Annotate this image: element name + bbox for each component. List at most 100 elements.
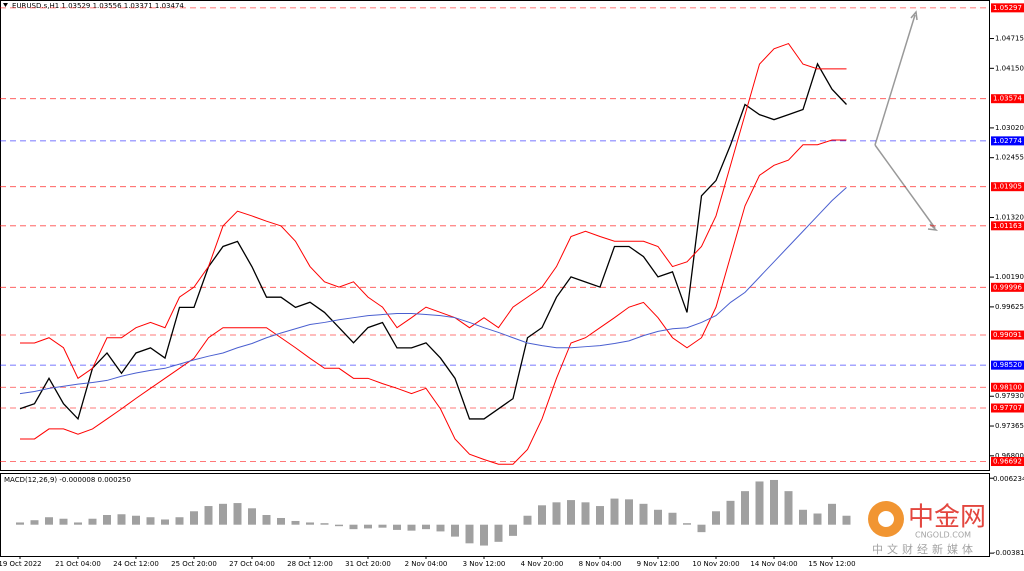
macd-bar (393, 524, 401, 530)
x-tick-label: 14 Nov 04:00 (750, 560, 797, 568)
level-label: 1.03574 (993, 95, 1022, 103)
macd-tick-label: 0.006234 (993, 475, 1024, 483)
x-tick-label: 24 Oct 12:00 (113, 560, 159, 568)
x-tick-label: 8 Nov 04:00 (579, 560, 622, 568)
macd-frame (0, 473, 990, 557)
macd-bar (59, 518, 68, 525)
x-tick-label: 28 Oct 12:00 (287, 560, 333, 568)
macd-bar (567, 500, 575, 525)
macd-bar (828, 503, 836, 525)
x-tick-label: 3 Nov 12:00 (463, 560, 506, 568)
level-tag (991, 382, 1024, 392)
macd-bar (697, 524, 706, 533)
level-tag (991, 136, 1024, 146)
macd-title: MACD(12,26,9) -0.000008 0.000250 (4, 476, 131, 484)
y-tick-label: 0.99625 (995, 303, 1024, 311)
logo-inner (878, 511, 894, 527)
level-label: 0.98100 (993, 383, 1022, 391)
macd-bar (668, 512, 677, 525)
x-tick-label: 25 Oct 20:00 (171, 560, 217, 568)
forecast-arrows (874, 10, 939, 232)
x-tick-label: 31 Oct 20:00 (345, 560, 391, 568)
macd-bar (161, 519, 169, 525)
macd-bar (523, 515, 532, 525)
macd-bar (494, 524, 503, 542)
macd-bar (291, 520, 300, 525)
macd-bar (45, 517, 53, 525)
macd-bar (190, 511, 198, 525)
macd-bar (480, 524, 488, 546)
macd-bar (610, 498, 619, 525)
macd-bar (233, 503, 242, 525)
x-tick-label: 9 Nov 12:00 (637, 560, 680, 568)
level-label: 0.99996 (993, 283, 1022, 291)
level-label: 1.01163 (993, 222, 1022, 230)
macd-bar (422, 524, 430, 530)
macd-bar (712, 511, 720, 525)
y-tick-label: 1.00190 (995, 273, 1024, 281)
level-label: 0.98520 (993, 361, 1022, 369)
macd-bar (842, 515, 851, 525)
macd-bar (625, 499, 633, 525)
series-line (20, 42, 847, 380)
macd-bar (88, 518, 97, 525)
watermark-slogan: 中文财经新媒体 (872, 542, 977, 556)
macd-bar (378, 524, 387, 528)
macd-bar (306, 522, 314, 525)
chart-title: EURUSD.s,H1 1.03529 1.03556 1.03371 1.03… (12, 2, 184, 10)
macd-bar (552, 502, 561, 525)
macd-bar (117, 514, 126, 525)
macd-bar (132, 515, 140, 525)
macd-bar (175, 517, 184, 525)
macd-bar (683, 523, 691, 525)
series-line (20, 139, 847, 465)
macd-bar (436, 524, 445, 532)
macd-bar (364, 524, 372, 529)
watermark: 中金网 CNGOLD.COM 中文财经新媒体 (868, 501, 986, 556)
macd-bar (146, 517, 155, 525)
macd-bar (465, 524, 474, 544)
macd-tick-label: -0.003816 (993, 549, 1024, 557)
level-label: 1.02774 (993, 137, 1022, 145)
macd-bar (16, 522, 24, 525)
watermark-brand: 中金网 (908, 503, 986, 533)
macd-bar (784, 491, 793, 525)
macd-bar (262, 515, 271, 525)
y-tick-label: 1.01320 (995, 214, 1024, 222)
y-tick-label: 0.96800 (995, 452, 1024, 460)
macd-bar (219, 503, 227, 525)
level-label: 0.99091 (993, 331, 1022, 339)
x-tick-label: 27 Oct 04:00 (229, 560, 275, 568)
macd-bar (407, 524, 416, 531)
level-tag (991, 457, 1024, 467)
macd-bar (277, 517, 285, 525)
macd-bar (30, 520, 39, 525)
macd-bar (770, 479, 778, 525)
macd-bar (509, 524, 517, 536)
macd-bar (654, 509, 662, 525)
macd-bar (639, 503, 648, 525)
macd-bar (813, 513, 822, 525)
x-tick-label: 19 Oct 2022 (0, 560, 42, 568)
macd-bar (596, 506, 604, 525)
macd-bar (248, 508, 256, 525)
macd-bar (538, 505, 546, 525)
y-tick-label: 1.04715 (995, 35, 1024, 43)
forecast-line (874, 14, 936, 229)
level-tag (991, 360, 1024, 370)
level-label: 1.05297 (993, 4, 1022, 12)
macd-bar (204, 506, 213, 525)
level-label: 1.01905 (993, 183, 1022, 191)
y-tick-label: 1.02455 (995, 154, 1024, 162)
x-tick-label: 15 Nov 12:00 (808, 560, 855, 568)
macd-bar (755, 481, 764, 525)
y-tick-label: 0.97365 (995, 422, 1024, 430)
level-tag (991, 282, 1024, 292)
level-tag (991, 182, 1024, 192)
series-line (19, 62, 847, 421)
level-tag (991, 403, 1024, 413)
macd-bar (581, 502, 590, 525)
macd-bar (799, 509, 807, 525)
level-tag (991, 330, 1024, 340)
